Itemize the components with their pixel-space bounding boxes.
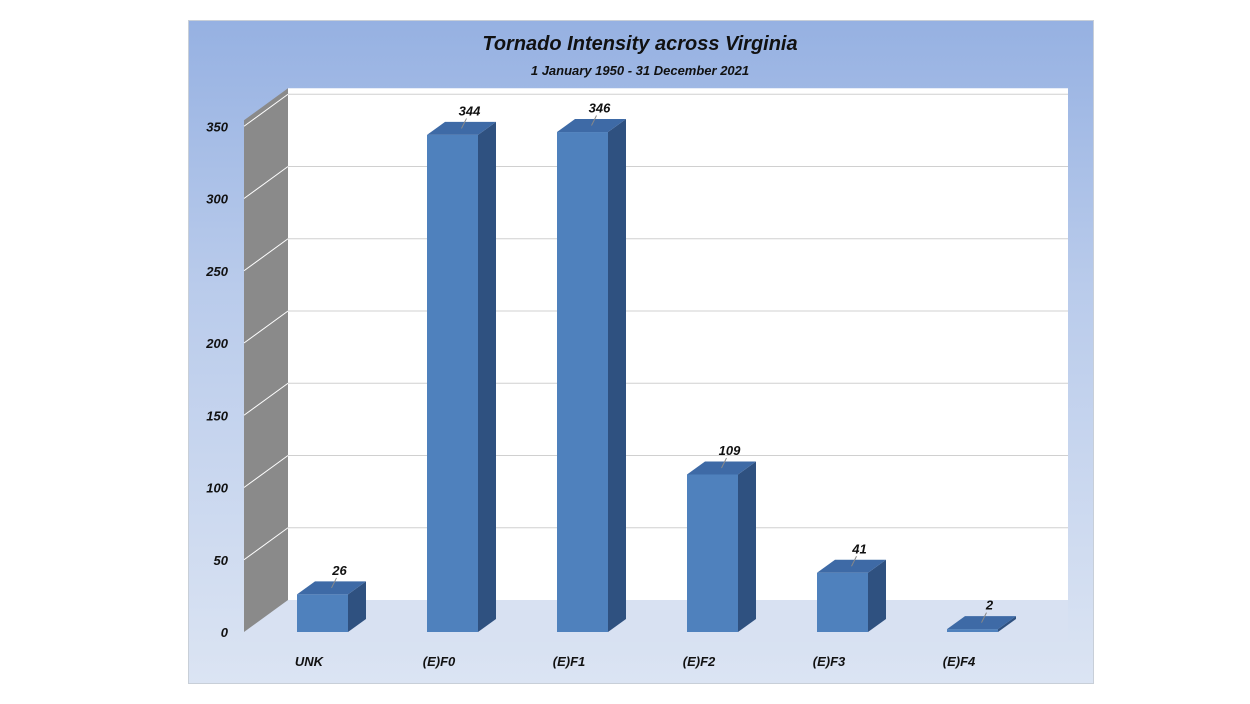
data-label-leader (721, 457, 727, 469)
bar-side (738, 461, 756, 632)
chart-floor (244, 600, 1068, 642)
data-label-leader (851, 556, 857, 567)
data-label: 41 (851, 541, 866, 556)
y-tick-label: 250 (205, 264, 228, 279)
y-tick-label: 0 (221, 625, 229, 640)
bar (297, 594, 348, 632)
wall-gridline (243, 382, 289, 416)
x-tick-label: (E)F1 (553, 654, 586, 669)
data-label-leader (591, 115, 597, 126)
bar-side (478, 121, 496, 633)
y-tick-label: 200 (205, 336, 228, 351)
wall-gridline (243, 238, 289, 272)
y-tick-label: 350 (206, 119, 228, 134)
bar-side (608, 119, 626, 632)
data-label-leader (461, 118, 467, 129)
back-wall (288, 88, 1068, 600)
wall-gridline (243, 310, 289, 344)
data-label: 344 (459, 103, 481, 118)
data-label: 346 (589, 101, 611, 116)
bar (687, 474, 738, 632)
wall-gridline (243, 527, 289, 561)
y-tick-label: 300 (206, 192, 228, 207)
bar-side (998, 616, 1016, 632)
x-tick-label: (E)F0 (423, 654, 456, 669)
bar-side (348, 581, 366, 632)
x-tick-label: UNK (295, 654, 325, 669)
data-label: 109 (719, 443, 741, 458)
wall-gridline (243, 93, 289, 127)
side-wall (244, 88, 288, 632)
x-tick-label: (E)F4 (943, 654, 976, 669)
data-label-leader (331, 577, 337, 589)
y-tick-label: 50 (214, 553, 229, 568)
wall-gridline (243, 166, 289, 199)
data-label: 26 (331, 563, 347, 578)
bar (557, 132, 608, 632)
bar (817, 572, 868, 632)
bar (947, 629, 998, 632)
y-tick-label: 100 (206, 481, 228, 496)
wall-gridline (243, 455, 289, 488)
data-label-leader (981, 612, 987, 623)
x-tick-label: (E)F3 (813, 654, 846, 669)
chart-title: Tornado Intensity across Virginia (482, 33, 798, 55)
y-tick-label: 150 (206, 408, 228, 423)
chart-subtitle: 1 January 1950 - 31 December 2021 (530, 63, 750, 78)
x-tick-label: (E)F2 (683, 654, 716, 669)
bar-side (868, 559, 886, 632)
data-label: 2 (985, 598, 994, 613)
bar (427, 134, 478, 633)
